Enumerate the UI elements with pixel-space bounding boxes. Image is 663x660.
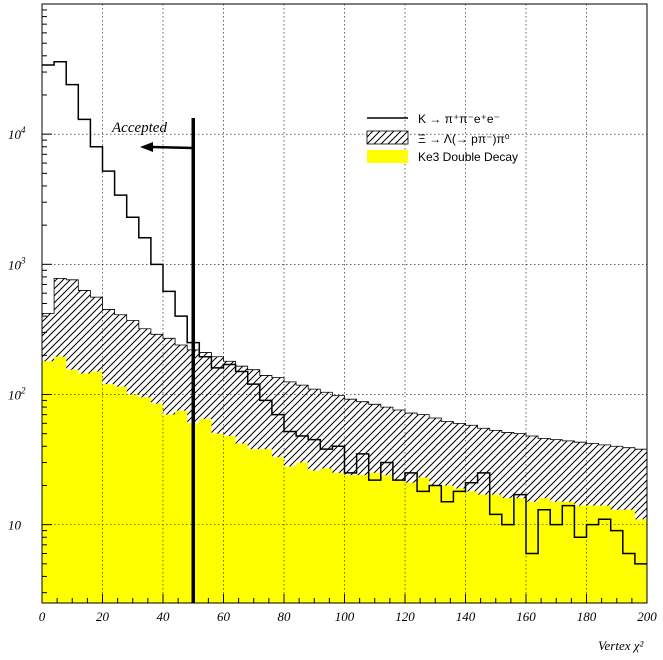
series-kl-pipiee xyxy=(42,61,647,565)
histogram-outline xyxy=(42,61,647,565)
x-tick-label: 60 xyxy=(217,609,231,624)
x-tick-label: 100 xyxy=(335,609,355,624)
legend-label-kl: K → π⁺π⁻e⁺e⁻ xyxy=(418,112,500,126)
accepted-cut: Accepted xyxy=(111,118,195,603)
y-tick-exponent: 2 xyxy=(21,385,26,395)
legend: K → π⁺π⁻e⁺e⁻ Ξ → Λ(→ pπ⁻)π⁰ Ke3 Double Dec… xyxy=(366,112,518,164)
x-tick-label: 160 xyxy=(516,609,536,624)
y-tick-label: 102 xyxy=(8,385,26,402)
legend-label-xi: Ξ → Λ(→ pπ⁻)π⁰ xyxy=(418,132,510,146)
y-tick-label: 104 xyxy=(8,125,26,142)
y-tick-label: 103 xyxy=(8,255,26,272)
legend-label-ke3: Ke3 Double Decay xyxy=(418,150,518,164)
accepted-label: Accepted xyxy=(111,120,167,136)
y-tick-exponent: 3 xyxy=(20,255,26,265)
grid-lines xyxy=(42,4,647,603)
y-tick-label: 10 xyxy=(8,518,22,533)
x-tick-label: 20 xyxy=(96,609,110,624)
legend-swatch-ke3 xyxy=(367,150,408,163)
x-axis-ticks: 0 20 40 60 80 100 120 140 160 180 200 xyxy=(39,594,657,624)
x-axis-label: Vertex χ² xyxy=(598,638,644,653)
legend-swatch-xi xyxy=(366,130,409,145)
cut-arrow-head xyxy=(140,142,153,152)
x-tick-label: 80 xyxy=(278,609,292,624)
x-tick-label: 200 xyxy=(637,609,657,624)
y-tick-exponent: 4 xyxy=(21,125,26,135)
cut-arrow-shaft xyxy=(151,145,194,150)
x-tick-label: 40 xyxy=(157,609,171,624)
x-tick-label: 120 xyxy=(395,609,415,624)
x-tick-label: 140 xyxy=(456,609,476,624)
x-tick-label: 180 xyxy=(577,609,597,624)
x-tick-label: 0 xyxy=(39,609,46,624)
